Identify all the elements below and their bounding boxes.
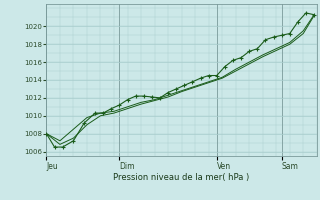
X-axis label: Pression niveau de la mer( hPa ): Pression niveau de la mer( hPa ) — [114, 173, 250, 182]
